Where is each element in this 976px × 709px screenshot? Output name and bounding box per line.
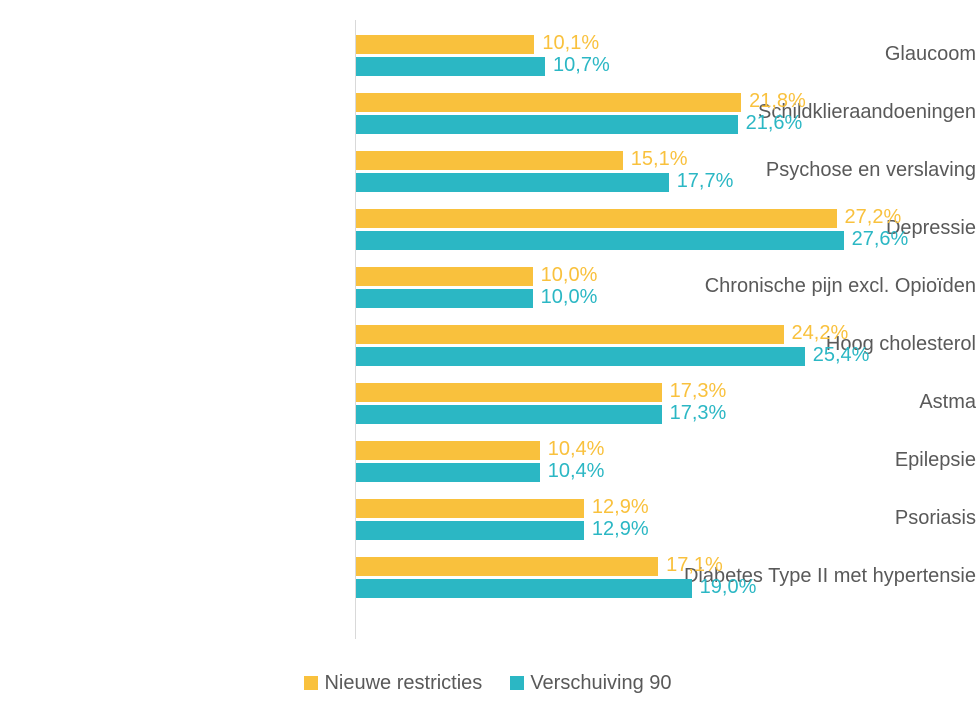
legend-swatch <box>510 676 524 690</box>
bar-nieuwe <box>356 557 658 576</box>
value-label-nieuwe: 21,8% <box>749 90 806 113</box>
chart-row: Psychose en verslaving15,1%17,7% <box>0 142 976 200</box>
legend-swatch <box>304 676 318 690</box>
bar-verschuiving <box>356 405 662 424</box>
chart-row: Psoriasis12,9%12,9% <box>0 490 976 548</box>
bar-verschuiving <box>356 521 584 540</box>
plot-area: Glaucoom 10,1%10,7% Schildklieraandoeninge… <box>0 20 976 639</box>
category-label: Psoriasis <box>636 507 976 530</box>
bar-nieuwe <box>356 499 584 518</box>
bar-verschuiving <box>356 231 844 250</box>
legend-label: Verschuiving 90 <box>530 672 671 694</box>
bar-verschuiving <box>356 579 692 598</box>
value-label-verschuiving: 25,4% <box>813 344 870 367</box>
bar-verschuiving <box>356 173 669 192</box>
value-label-verschuiving: 10,0% <box>541 286 598 309</box>
grouped-horizontal-bar-chart: Glaucoom 10,1%10,7% Schildklieraandoeninge… <box>0 0 976 709</box>
value-label-verschuiving: 19,0% <box>700 576 757 599</box>
bar-nieuwe <box>356 93 741 112</box>
value-label-verschuiving: 27,6% <box>852 228 909 251</box>
value-label-nieuwe: 12,9% <box>592 496 649 519</box>
value-label-nieuwe: 24,2% <box>792 322 849 345</box>
legend-item-nieuwe: Nieuwe restricties <box>304 672 482 695</box>
value-label-nieuwe: 10,1% <box>542 32 599 55</box>
bar-verschuiving <box>356 57 545 76</box>
chart-row: Glaucoom 10,1%10,7% <box>0 26 976 84</box>
bar-nieuwe <box>356 267 533 286</box>
value-label-verschuiving: 10,7% <box>553 54 610 77</box>
chart-row: Epilepsie 10,4%10,4% <box>0 432 976 490</box>
value-label-verschuiving: 21,6% <box>746 112 803 135</box>
chart-row: Schildklieraandoeningen21,8%21,6% <box>0 84 976 142</box>
chart-row: Astma17,3%17,3% <box>0 374 976 432</box>
bar-verschuiving <box>356 463 540 482</box>
bar-verschuiving <box>356 115 738 134</box>
category-label: Chronische pijn excl. Opioïden <box>636 275 976 298</box>
value-label-nieuwe: 17,1% <box>666 554 723 577</box>
bar-nieuwe <box>356 383 662 402</box>
legend-label: Nieuwe restricties <box>324 672 482 694</box>
value-label-nieuwe: 10,4% <box>548 438 605 461</box>
bar-verschuiving <box>356 347 805 366</box>
value-label-verschuiving: 12,9% <box>592 518 649 541</box>
bar-verschuiving <box>356 289 533 308</box>
legend-item-verschuiving: Verschuiving 90 <box>510 672 671 695</box>
value-label-nieuwe: 17,3% <box>670 380 727 403</box>
category-label: Epilepsie <box>636 449 976 472</box>
chart-row: Chronische pijn excl. Opioïden 10,0%10,0% <box>0 258 976 316</box>
bar-nieuwe <box>356 441 540 460</box>
category-label: Glaucoom <box>636 43 976 66</box>
chart-row: Hoog cholesterol24,2%25,4% <box>0 316 976 374</box>
value-label-verschuiving: 17,3% <box>670 402 727 425</box>
legend: Nieuwe restricties Verschuiving 90 <box>0 672 976 695</box>
value-label-nieuwe: 27,2% <box>845 206 902 229</box>
value-label-verschuiving: 10,4% <box>548 460 605 483</box>
chart-row: Depressie27,2%27,6% <box>0 200 976 258</box>
value-label-verschuiving: 17,7% <box>677 170 734 193</box>
bar-nieuwe <box>356 325 784 344</box>
chart-row: Diabetes Type II met hypertensie17,1%19,… <box>0 548 976 606</box>
bar-nieuwe <box>356 35 534 54</box>
bar-nieuwe <box>356 209 837 228</box>
value-label-nieuwe: 10,0% <box>541 264 598 287</box>
bar-nieuwe <box>356 151 623 170</box>
value-label-nieuwe: 15,1% <box>631 148 688 171</box>
